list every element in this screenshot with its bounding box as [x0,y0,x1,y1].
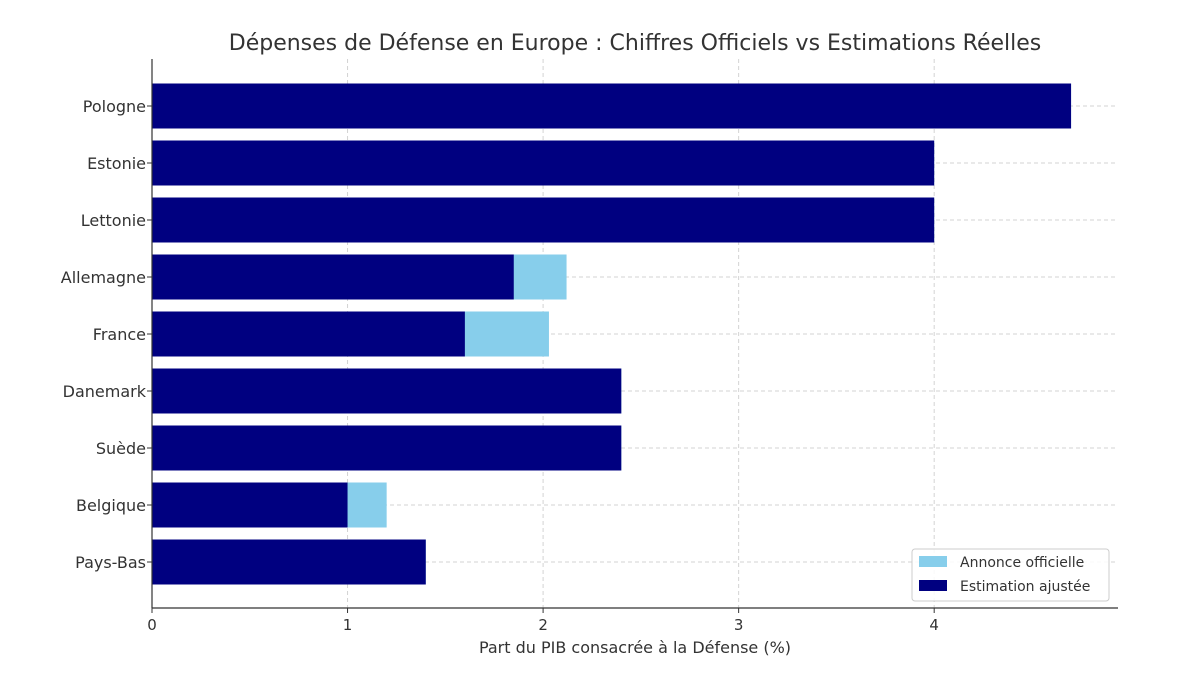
bar-estimation-ajustee-pologne [152,83,1072,129]
y-tick-label-france: France [93,325,146,344]
bar-estimation-ajustee-danemark [152,368,622,414]
bar-estimation-ajustee-lettonie [152,197,935,243]
x-tick-label: 0 [147,616,157,634]
bar-estimation-ajustee-belgique [152,482,348,528]
y-tick-label-lettonie: Lettonie [81,211,146,230]
legend-swatch-estimation-ajustee [919,580,947,591]
bar-estimation-ajustee-france [152,311,465,357]
chart-title: Dépenses de Défense en Europe : Chiffres… [229,31,1042,56]
x-tick-label: 3 [734,616,744,634]
bar-estimation-ajustee-suede [152,425,622,471]
legend: Annonce officielle Estimation ajustée [911,548,1110,602]
y-tick-label-estonie: Estonie [87,154,146,173]
x-axis-label: Part du PIB consacrée à la Défense (%) [479,638,791,657]
legend-frame [911,548,1110,602]
x-tick-label: 4 [929,616,939,634]
y-tick-label-danemark: Danemark [63,382,147,401]
legend-label-estimation-ajustee: Estimation ajustée [960,579,1090,595]
bars [152,83,1072,585]
legend-swatch-annonce-officielle [919,556,947,567]
bar-estimation-ajustee-allemagne [152,254,514,300]
x-tick-label: 2 [538,616,548,634]
y-tick-label-allemagne: Allemagne [61,268,146,287]
legend-label-annonce-officielle: Annonce officielle [960,555,1084,571]
bar-estimation-ajustee-pays-bas [152,539,426,585]
y-tick-label-pays-bas: Pays-Bas [75,553,146,572]
x-tick-label: 1 [343,616,353,634]
y-tick-label-pologne: Pologne [83,97,146,116]
bar-estimation-ajustee-estonie [152,140,935,186]
y-tick-label-belgique: Belgique [76,496,146,515]
y-tick-label-suede: Suède [96,439,146,458]
ticks: 0 1 2 3 4 Pologne Estonie Lettonie Allemagne Fran… [61,97,939,634]
